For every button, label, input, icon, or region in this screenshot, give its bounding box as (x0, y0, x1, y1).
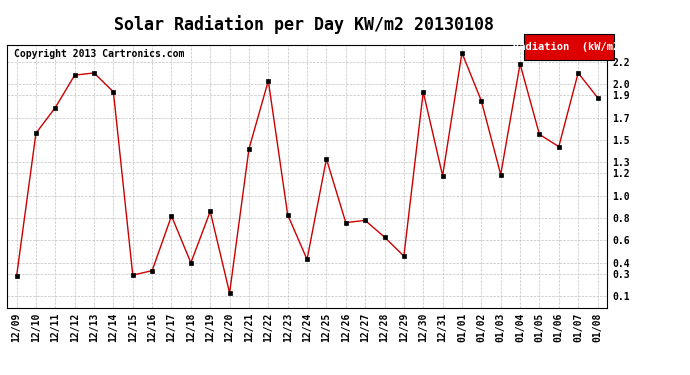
Text: Copyright 2013 Cartronics.com: Copyright 2013 Cartronics.com (14, 49, 184, 59)
Text: Radiation  (kW/m2): Radiation (kW/m2) (513, 42, 626, 52)
Text: Solar Radiation per Day KW/m2 20130108: Solar Radiation per Day KW/m2 20130108 (114, 15, 493, 34)
